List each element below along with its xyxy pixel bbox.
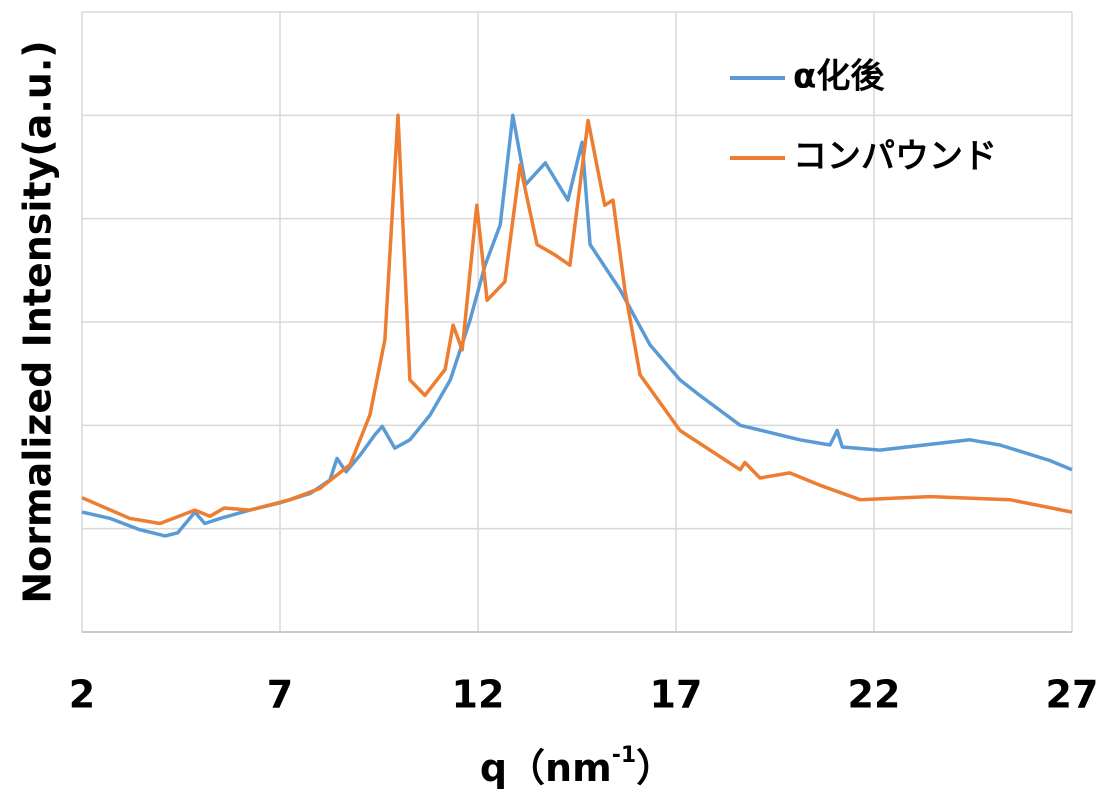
- x-tick-label: 7: [267, 673, 293, 717]
- legend-label: コンパウンド: [793, 137, 997, 177]
- x-tick-label: 2: [69, 673, 95, 717]
- x-tick-label: 27: [1046, 673, 1099, 717]
- x-tick-label: 17: [650, 673, 703, 717]
- x-axis-title-end: ）: [636, 746, 674, 790]
- series-line: [81, 113, 1073, 526]
- legend-label: α化後: [793, 57, 885, 97]
- x-tick-label: 22: [848, 673, 901, 717]
- x-axis-title: q（nm-1）: [480, 743, 674, 790]
- x-axis-title-sup: -1: [612, 743, 636, 768]
- y-axis-title: Normalized Intensity(a.u.): [16, 40, 60, 603]
- x-axis-title-main: q（nm: [480, 746, 612, 790]
- series-line: [81, 113, 1073, 538]
- x-tick-label: 12: [452, 673, 505, 717]
